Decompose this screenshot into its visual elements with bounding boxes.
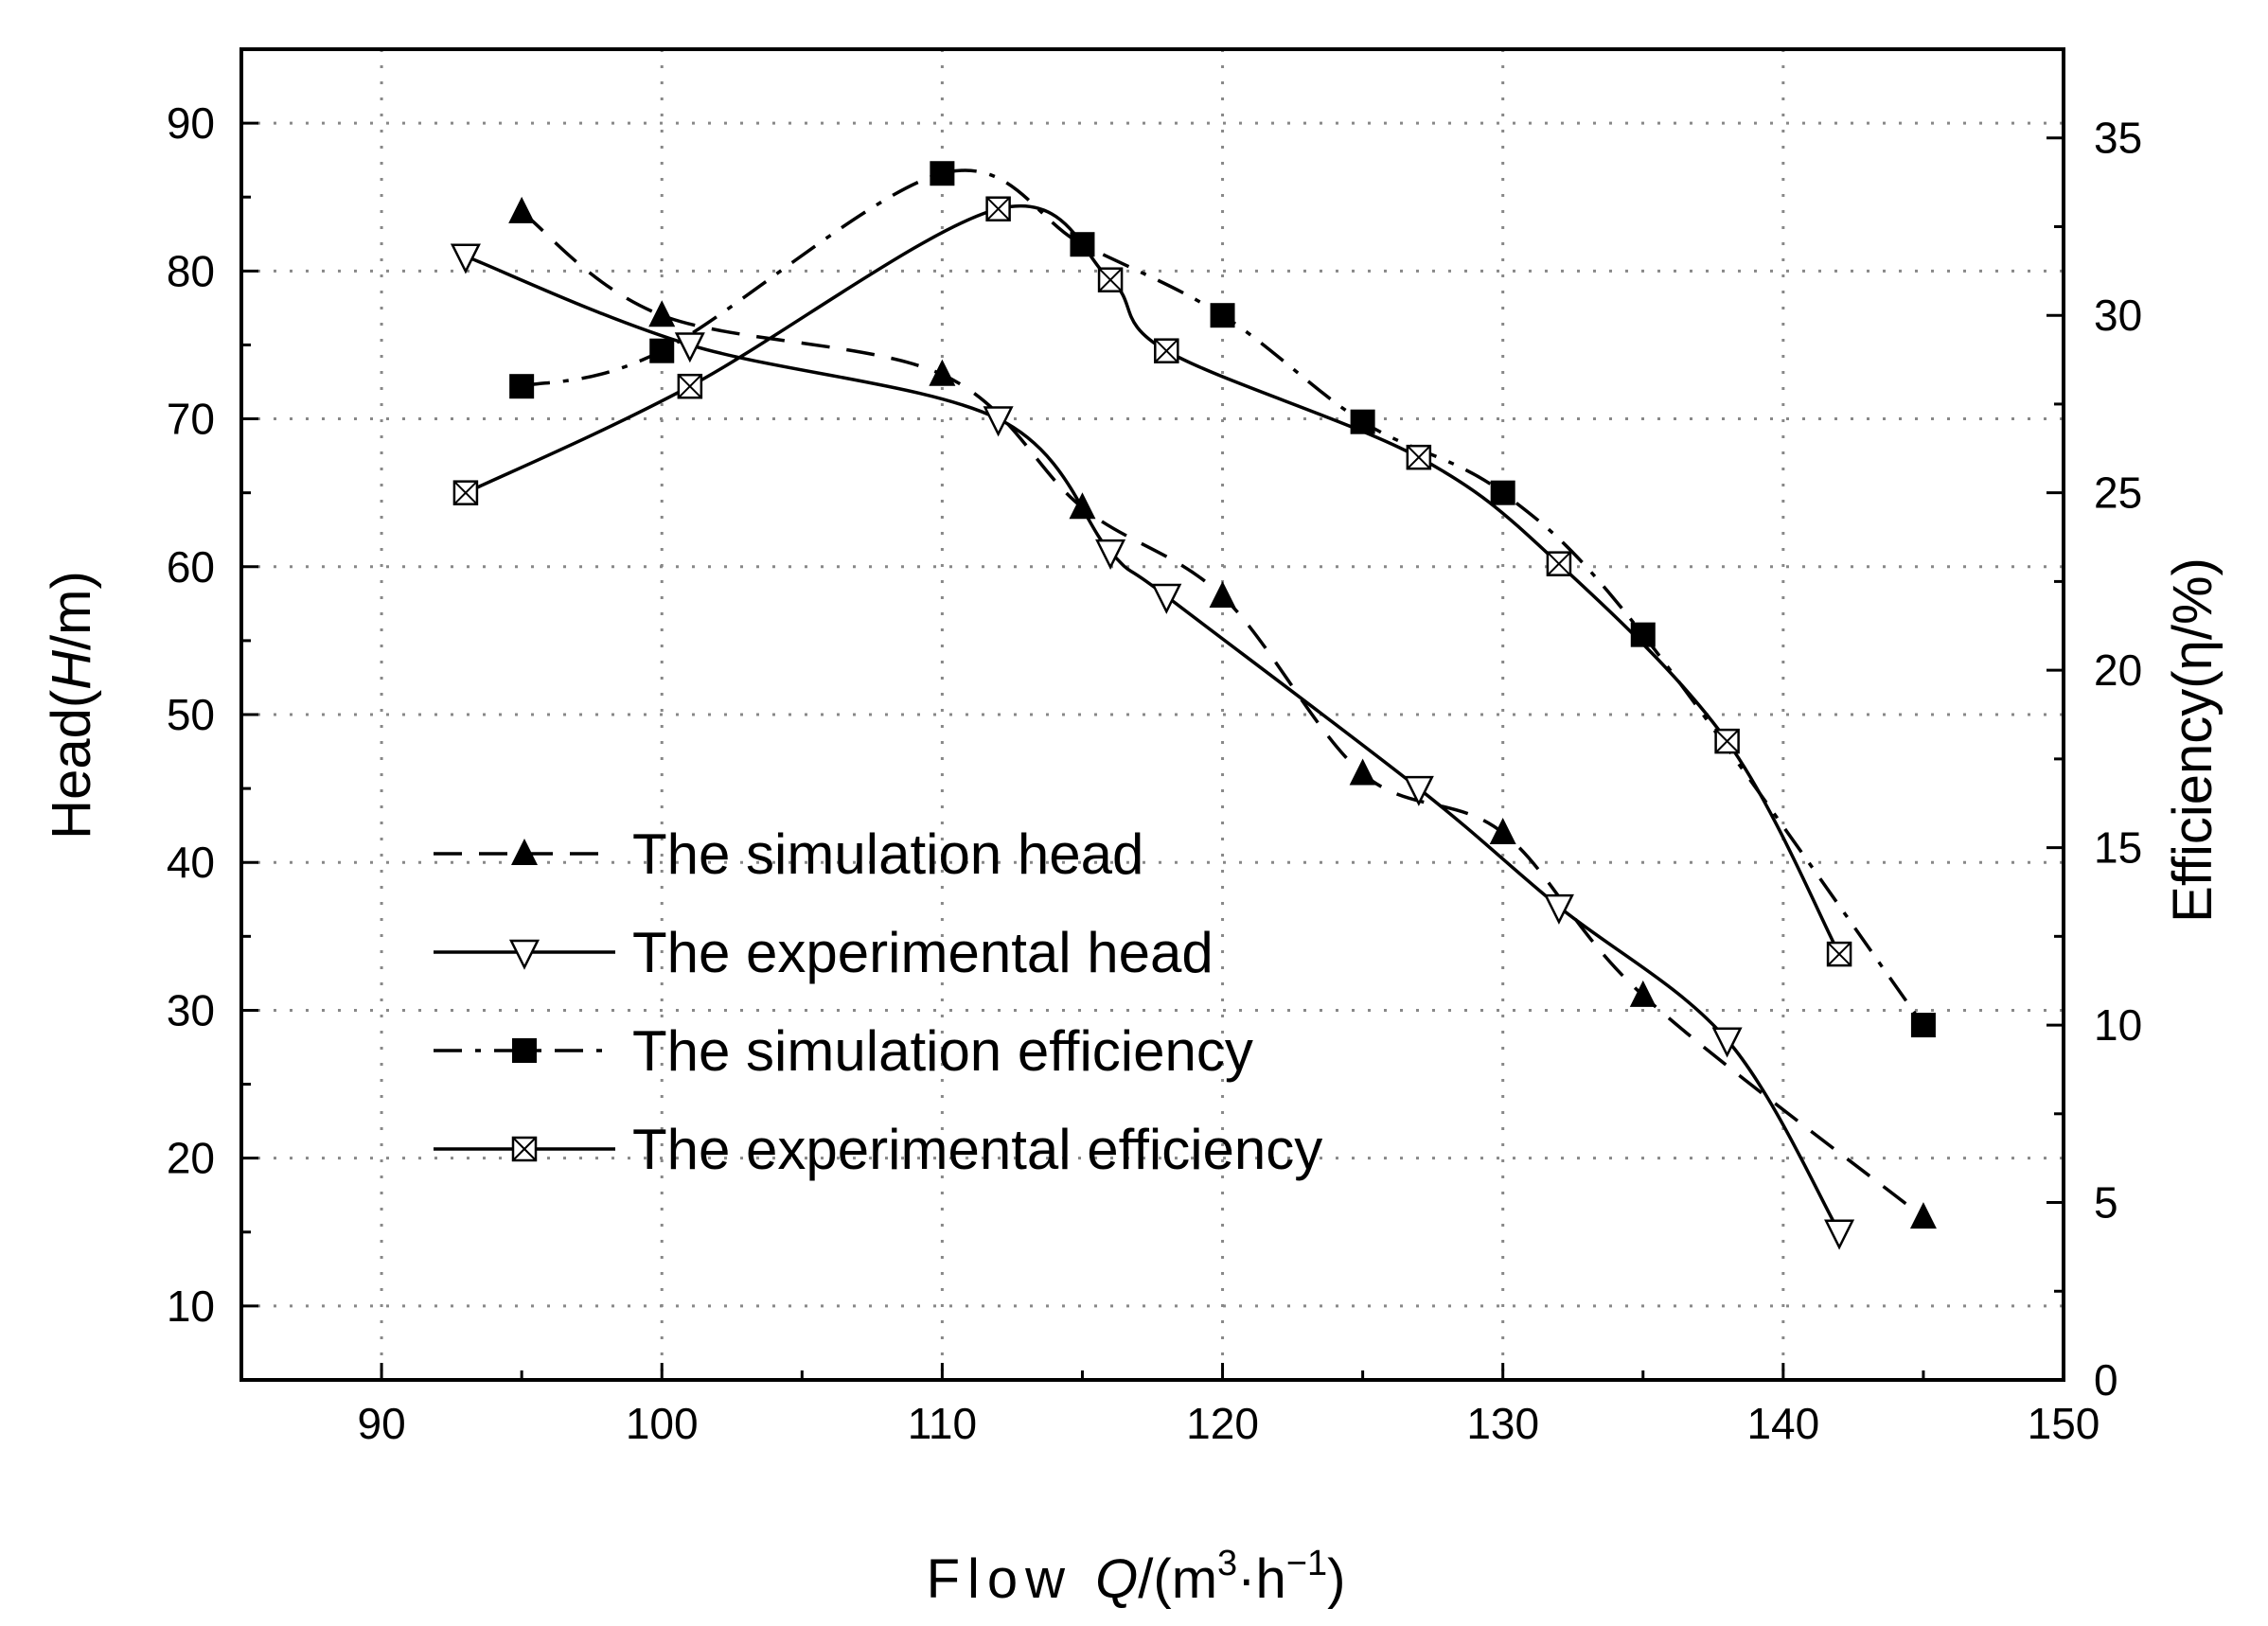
legend-label-1: The simulation head <box>632 822 1143 886</box>
series-2-point <box>450 243 481 274</box>
legend-marker-2 <box>508 939 540 970</box>
legend-marker-4 <box>511 1136 538 1162</box>
series-3-point <box>1350 409 1375 434</box>
left-y-tick-label: 20 <box>167 1134 215 1183</box>
series-line-1 <box>521 210 1924 1219</box>
left-y-tick-label: 10 <box>167 1281 215 1331</box>
series-3-point <box>509 374 535 399</box>
legend: The simulation head The experimental head… <box>434 822 1322 1181</box>
series-1-point <box>929 359 956 386</box>
right-y-tick-label: 20 <box>2094 645 2142 695</box>
legend-marker-1 <box>511 839 538 865</box>
series-1-point <box>1629 980 1657 1007</box>
series-4-point <box>1154 338 1179 363</box>
x-tick-label: 110 <box>908 1399 977 1448</box>
series-3-point <box>1910 1013 1936 1038</box>
series-2-point <box>1824 1219 1855 1250</box>
x-axis-title: Flow Q/(m3·h−1) <box>927 1544 1346 1610</box>
data-markers <box>450 161 1937 1250</box>
series-1-point <box>1209 581 1236 609</box>
left-y-tick-label: 50 <box>167 690 215 739</box>
series-2-point <box>674 332 705 363</box>
series-3-point <box>1070 232 1095 257</box>
left-y-tick-label: 60 <box>167 542 215 592</box>
series-3-point <box>1630 622 1656 647</box>
series-3-point <box>1490 480 1515 505</box>
x-tick-label: 130 <box>1466 1399 1539 1448</box>
x-tick-label: 100 <box>626 1399 699 1448</box>
series-4-point <box>1826 941 1852 967</box>
series-4-point <box>677 373 703 399</box>
legend-marker-3 <box>512 1038 537 1063</box>
series-2-point <box>1543 893 1574 925</box>
series-2-point <box>983 406 1014 437</box>
right-y-tick-label: 0 <box>2094 1355 2118 1405</box>
series-4-point <box>452 480 479 505</box>
series-1-point <box>1909 1202 1937 1229</box>
legend-label-4: The experimental efficiency <box>632 1118 1322 1181</box>
right-y-axis-title: Efficiency(η/%) <box>2162 557 2224 923</box>
series-3-point <box>930 161 955 186</box>
x-tick-label: 140 <box>1746 1399 1819 1448</box>
x-tick-label: 120 <box>1186 1399 1259 1448</box>
series-2-point <box>1095 539 1126 570</box>
right-y-tick-label: 30 <box>2094 291 2142 340</box>
series-3-point <box>649 338 675 363</box>
x-tick-label: 90 <box>357 1399 405 1448</box>
legend-label-2: The experimental head <box>632 921 1214 984</box>
series-4-point <box>1546 551 1572 576</box>
right-y-tick-label: 35 <box>2094 114 2142 163</box>
series-4-point <box>1714 728 1740 754</box>
right-y-tick-label: 15 <box>2094 823 2142 873</box>
right-y-tick-label: 25 <box>2094 468 2142 518</box>
series-4-point <box>1406 444 1432 470</box>
series-1-point <box>1069 492 1096 520</box>
x-tick-label: 150 <box>2028 1399 2100 1448</box>
series-2-point <box>1403 775 1434 806</box>
series-3-point <box>1210 303 1235 328</box>
left-y-tick-label: 70 <box>167 395 215 444</box>
series-2-point <box>1711 1027 1743 1058</box>
right-y-tick-label: 10 <box>2094 1000 2142 1050</box>
series-4-point <box>985 196 1011 221</box>
series-1-point <box>1489 817 1516 844</box>
series-1-point <box>508 196 536 223</box>
series-2-point <box>1151 583 1182 614</box>
left-y-tick-label: 30 <box>167 985 215 1034</box>
left-y-tick-label: 80 <box>167 246 215 295</box>
left-y-tick-label: 90 <box>167 98 215 148</box>
series-4-point <box>1097 267 1124 292</box>
series-1-point <box>1349 758 1376 786</box>
legend-label-3: The simulation efficiency <box>632 1019 1253 1083</box>
series-line-2 <box>465 255 1841 1233</box>
series-1-point <box>648 300 676 327</box>
axis-ticks: 90 100 110 120 130 140 150 10 20 30 40 50 60 70 80 90 0 5… <box>167 47 2142 1448</box>
left-y-tick-label: 40 <box>167 838 215 887</box>
left-y-axis-title: Head(H/m) <box>41 571 102 840</box>
right-y-tick-label: 5 <box>2094 1178 2118 1228</box>
